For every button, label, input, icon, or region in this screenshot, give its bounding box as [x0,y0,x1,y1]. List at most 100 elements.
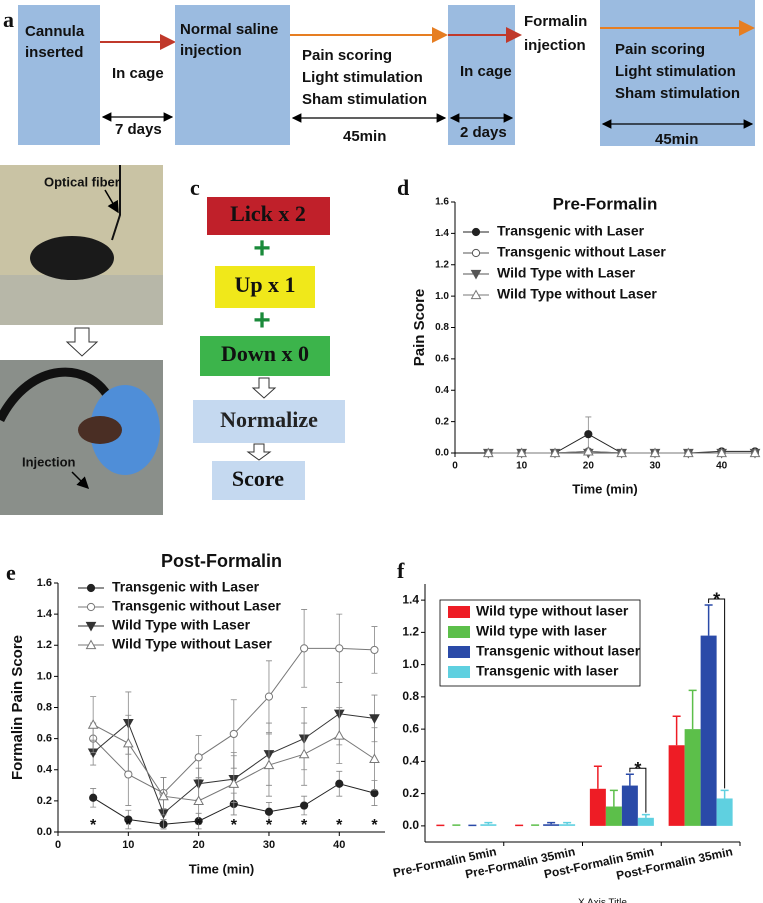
y-axis-label: Pain Score [411,289,428,367]
y-tick-label: 0.8 [402,689,419,703]
fiber [111,165,121,241]
label: 7 days [115,121,162,138]
marker [264,692,274,701]
y-axis-label: Formalin Pain Score [9,635,26,780]
marker [549,447,561,458]
marker [482,447,494,458]
chart-title: Post-Formalin [161,551,282,571]
panel-label: e [6,560,16,585]
legend-label: Transgenic with Laser [497,223,645,239]
y-tick-label: 0.8 [37,701,52,713]
marker [124,770,133,779]
panel-label: f [397,558,405,583]
legend-swatch [448,666,470,678]
marker [470,269,482,280]
marker [333,729,345,740]
marker [263,759,275,770]
bar [621,785,638,826]
label: Optical fiber [44,174,120,189]
bar [559,824,576,826]
x-axis-label: Time (min) [189,861,255,876]
marker [471,248,481,258]
plus: + [253,304,271,337]
error-bar [547,821,556,825]
bar [716,798,733,826]
y-tick-label: 1.4 [37,608,53,620]
x-tick-label: 30 [649,461,661,472]
marker [471,227,481,237]
arrow [71,471,90,490]
y-tick-label: 1.0 [402,657,419,671]
y-tick-label: 0.2 [402,786,419,800]
marker [470,289,482,300]
bar [668,745,685,826]
y-tick-label: 0.0 [402,818,419,832]
significance-bracket [629,767,647,813]
label: Normalize [220,407,318,432]
error-bar [704,604,713,636]
marker [86,602,96,612]
box [212,461,305,500]
marker [749,447,761,458]
label: Injection [22,454,76,469]
error-bar [484,821,493,825]
legend-swatch [448,606,470,618]
y-tick-label: 1.2 [435,259,449,270]
photos: Optical fiber Injection [0,165,163,515]
hollow-arrow [251,377,277,399]
marker [682,447,694,458]
marker [716,447,728,458]
label: 45min [655,131,698,148]
y-tick-label: 0.4 [435,385,449,396]
significance: * [125,817,132,834]
x-axis-label: X Axis Title [578,898,627,903]
error-bar [609,789,618,807]
significance: * [196,817,203,834]
error-bar [625,773,634,786]
marker [228,778,240,788]
bar [684,729,701,826]
panel-label: c [190,175,200,200]
marker [335,644,344,653]
label: Light stimulation [615,63,736,80]
bar [480,824,497,826]
error-bar [641,813,650,818]
x-tick-label: 10 [122,839,134,851]
marker [298,748,310,759]
marker [193,795,204,805]
marker [369,714,380,724]
x-tick-label: 0 [55,839,61,851]
panel-label: a [3,7,14,32]
bar [543,824,560,826]
box [215,266,315,308]
significance: * [266,817,273,834]
hollow-arrow [65,327,99,357]
x-tick-label: 30 [263,839,275,851]
marker [370,645,379,655]
marker [85,621,97,632]
label: In cage [112,65,164,82]
label: Formalin [524,13,587,30]
label: Pain scoring [615,41,705,58]
marker [89,793,98,802]
label: Score [232,466,284,491]
marker [584,430,593,439]
mouse [78,416,122,444]
bar [589,788,606,826]
marker [122,737,134,748]
x-tick-label: 10 [516,461,528,472]
significance-bracket [708,598,726,789]
error-bar [672,715,681,746]
box [175,5,290,145]
legend-label: Transgenic without laser [476,643,641,659]
arrow [104,189,119,214]
label: Lick x 2 [230,201,306,226]
label: Down x 0 [221,341,309,366]
significance: * [231,817,238,834]
marker [649,447,661,458]
marker [87,719,99,729]
legend-label: Transgenic with laser [476,663,619,679]
significance: * [634,759,641,779]
timeline: Cannula inserted In cage 7 days Normal s… [18,0,755,148]
